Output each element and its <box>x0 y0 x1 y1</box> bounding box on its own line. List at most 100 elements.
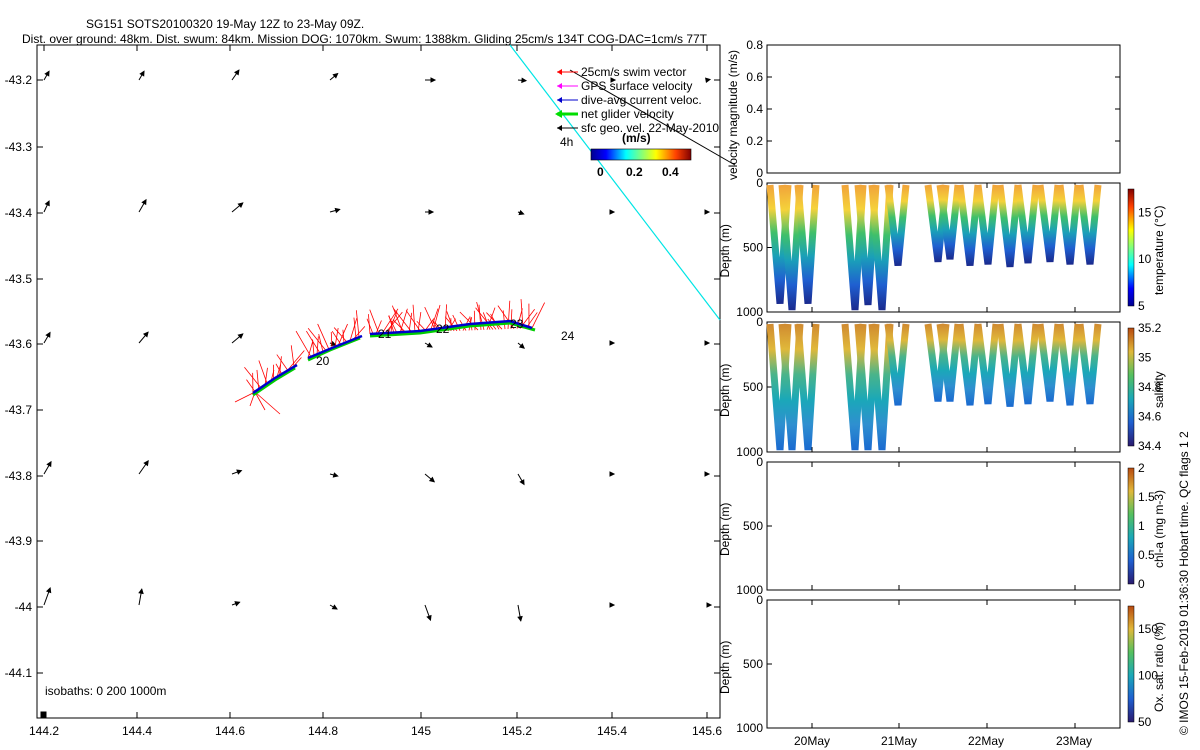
y-tick-label: -43.8 <box>5 469 33 483</box>
colorbar-tick: 0.4 <box>662 165 679 179</box>
date-tick-label: 21May <box>881 734 917 748</box>
swim-vector <box>307 327 327 351</box>
geo-arrow-head <box>44 70 50 77</box>
swim-vector <box>258 360 269 386</box>
colorbar-tick: 150 <box>1138 622 1158 636</box>
salinity-colorbar-label: salinity <box>1152 371 1166 408</box>
swim-vector <box>366 318 374 335</box>
track-day-label: 21 <box>378 327 392 341</box>
profile-trace <box>794 323 820 451</box>
y-tick-label: 0.2 <box>746 134 763 148</box>
geo-arrow-head <box>426 342 433 348</box>
y-tick-label: 500 <box>743 519 763 533</box>
profile-trace <box>868 184 894 311</box>
colorbar-tick: 2 <box>1138 461 1145 475</box>
legend-label: dive-avg current veloc. <box>581 93 702 107</box>
isobaths-label: isobaths: 0 200 1000m <box>45 684 166 698</box>
credit-text: © IMOS 15-Feb-2019 01:36:30 Hobart time.… <box>1177 431 1191 735</box>
y-tick-label: 1000 <box>736 305 763 319</box>
geo-arrow-head <box>704 209 711 215</box>
geo-arrow-head <box>428 209 435 215</box>
y-tick-label: 500 <box>743 380 763 394</box>
geo-arrow-head <box>706 602 713 608</box>
profile-trace <box>1076 184 1102 265</box>
y-tick-label: -44.1 <box>5 666 33 680</box>
geo-arrow-head <box>705 77 712 84</box>
temperature-colorbar-label: temperature (°C) <box>1152 206 1166 296</box>
y-tick-label: 0 <box>756 593 763 607</box>
geo-arrow-head <box>46 460 52 468</box>
swim-vector <box>486 312 503 330</box>
profile-trace <box>936 184 962 260</box>
y-tick-label: -43.3 <box>5 140 33 154</box>
y-tick-label: 0 <box>756 176 763 190</box>
colorbar-tick: 5 <box>1138 299 1145 313</box>
colorbar-tick: 34.4 <box>1138 439 1162 453</box>
geo-arrow-head <box>430 77 437 83</box>
x-tick-label: 144.2 <box>29 724 59 738</box>
swim-vector <box>342 329 345 344</box>
colorbar-tick: 35.2 <box>1138 321 1162 335</box>
y-tick-label: 0.8 <box>746 38 763 52</box>
profile-trace <box>996 184 1022 268</box>
current-track-3 <box>369 319 533 336</box>
y-tick-label: -43.6 <box>5 337 33 351</box>
geo-arrow-head <box>139 70 145 77</box>
geo-arrow-head <box>704 340 711 346</box>
swim-vector <box>387 311 398 334</box>
geo-arrow-head <box>609 209 616 215</box>
colorbar-tick: 35 <box>1138 351 1152 365</box>
swim-vector <box>429 308 439 332</box>
geo-arrow-head <box>44 200 50 207</box>
geo-arrow-head <box>609 340 616 346</box>
y-tick-label: 0.4 <box>746 102 763 116</box>
geo-arrow-head <box>517 615 523 622</box>
geo-arrow-head <box>521 77 528 84</box>
profile-trace <box>868 323 894 451</box>
geo-arrow-head <box>609 602 616 608</box>
swim-vector <box>375 320 382 334</box>
swim-vector <box>234 391 256 403</box>
geostrophic-arrows <box>40 69 713 719</box>
geo-arrow-head <box>428 476 436 483</box>
legend-label: net glider velocity <box>581 107 674 121</box>
current-track-1 <box>252 363 298 395</box>
geo-arrow-head <box>236 469 243 475</box>
date-tick-label: 23May <box>1056 734 1092 748</box>
profile-trace <box>1056 323 1082 406</box>
x-tick-label: 145 <box>411 724 431 738</box>
colorbar-tick: 1 <box>1138 519 1145 533</box>
geo-arrow-head <box>331 604 338 610</box>
colorbar-tick: 10 <box>1138 252 1152 266</box>
geo-arrow-head <box>519 479 525 486</box>
swim-vector <box>424 306 437 332</box>
swim-vector <box>330 331 333 349</box>
y-tick-label: -43.2 <box>5 73 33 87</box>
isobath-line <box>509 44 721 321</box>
net-glider-track-3 <box>369 321 536 338</box>
y-tick-label: 1000 <box>736 721 763 735</box>
track-day-label: 20 <box>316 354 330 368</box>
profile-trace <box>1014 184 1040 264</box>
date-tick-label: 22May <box>968 734 1004 748</box>
swim-vector <box>276 354 289 372</box>
corner-marker <box>40 711 47 719</box>
y-tick-label: -43.5 <box>5 272 33 286</box>
swim-vector <box>244 367 263 390</box>
swim-vector <box>256 369 260 392</box>
y-tick-label: 500 <box>743 241 763 255</box>
swim-vector <box>531 302 545 329</box>
geo-arrow-head <box>237 333 244 340</box>
swim-vectors <box>234 299 545 415</box>
map-x-axis: 144.2 144.4 144.6 144.8 145 145.2 145.4 145.6 <box>29 45 722 738</box>
current-track-2 <box>307 334 363 360</box>
profile-trace <box>778 184 804 311</box>
geo-arrow-head <box>426 614 432 622</box>
profile-trace <box>996 323 1022 407</box>
profile-trace <box>794 184 820 304</box>
map-y-axis: -43.2 -43.3 -43.4 -43.5 -43.6 -43.7 -43.8 -43.9… <box>5 73 720 680</box>
geo-arrow-head <box>234 601 241 607</box>
panel-colorbar <box>1127 605 1135 723</box>
swim-vector <box>510 309 513 329</box>
